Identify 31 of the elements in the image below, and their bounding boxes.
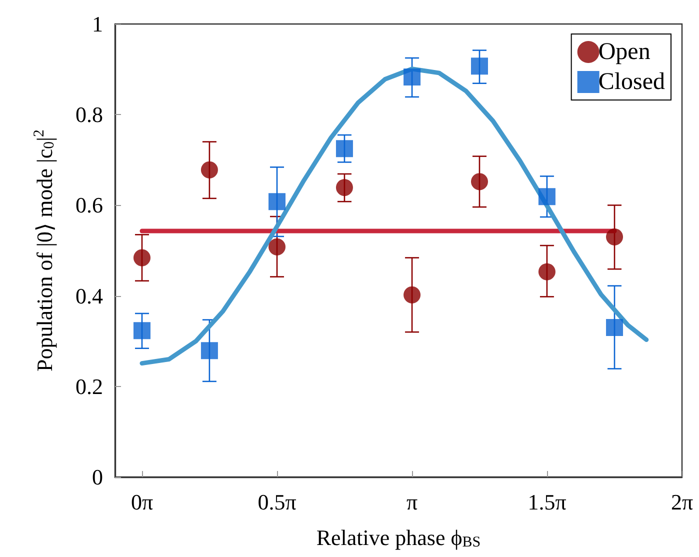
point [133, 322, 150, 340]
point [404, 286, 421, 304]
y-tick-label: 0.8 [76, 102, 103, 128]
point [268, 193, 286, 210]
point [200, 161, 218, 178]
y-tick-label: 1 [92, 12, 103, 36]
legend-label: Closed [598, 69, 666, 95]
x-tick-label: 1.5π [528, 490, 566, 514]
point [404, 68, 421, 86]
x-tick-label: π [406, 490, 418, 514]
y-tick-label: 0.6 [76, 192, 103, 218]
point [336, 140, 353, 158]
point [606, 228, 624, 246]
point [134, 249, 150, 266]
point [268, 238, 286, 256]
point [538, 188, 556, 206]
point [336, 179, 353, 196]
point [470, 58, 488, 75]
point [471, 173, 488, 190]
y-tick-label: 0.4 [76, 283, 103, 308]
y-tick-label: 0 [92, 464, 103, 490]
x-axis-title: Relative phase ϕBS [316, 525, 481, 550]
legend-label: Open [598, 39, 650, 65]
x-tick-label: 2π [670, 490, 694, 514]
point [200, 342, 218, 360]
x-tick-label: 0.5π [258, 490, 296, 514]
y-tick-label: 0.2 [76, 374, 103, 399]
x-tick-label: 0π [130, 490, 154, 514]
point [538, 263, 556, 280]
point [606, 319, 624, 336]
y-axis-title: Population of |0⟩ mode |c0|2 [32, 129, 58, 372]
